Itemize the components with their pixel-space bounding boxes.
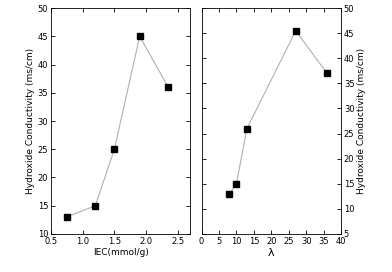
Y-axis label: Hydroxide Conductivity (ms/cm): Hydroxide Conductivity (ms/cm): [26, 48, 35, 194]
X-axis label: λ: λ: [268, 249, 275, 258]
X-axis label: IEC(mmol/g): IEC(mmol/g): [93, 249, 149, 258]
Y-axis label: Hydroxide Conductivity (ms/cm): Hydroxide Conductivity (ms/cm): [357, 48, 366, 194]
